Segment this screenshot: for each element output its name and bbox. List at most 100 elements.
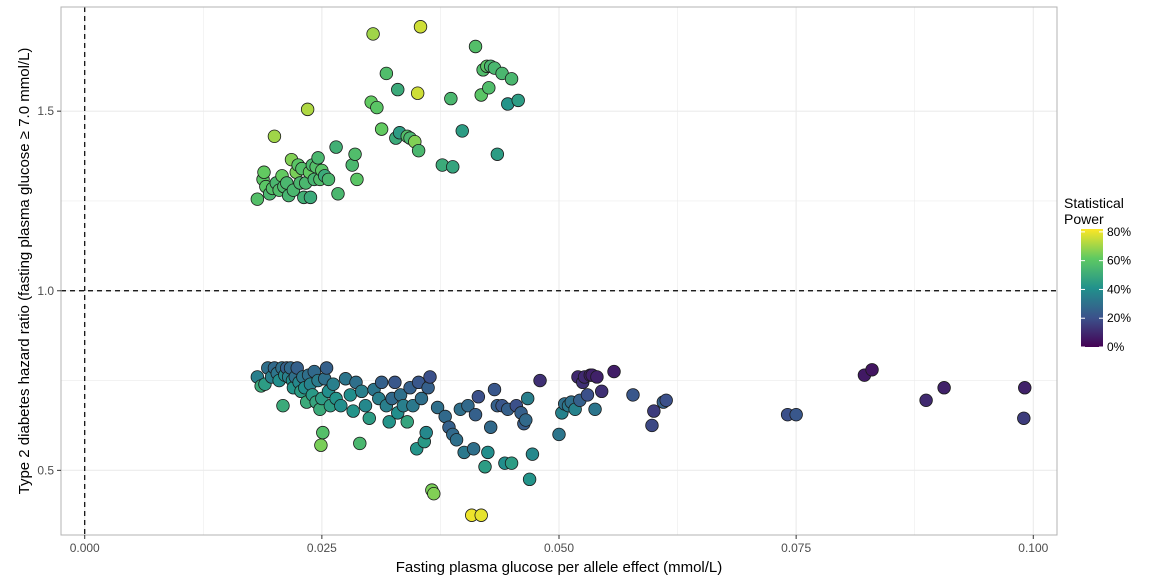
data-point-109 bbox=[346, 404, 360, 418]
data-point-66 bbox=[511, 93, 525, 108]
data-point-195 bbox=[1017, 411, 1031, 425]
data-point-53 bbox=[446, 160, 460, 174]
data-point-117 bbox=[374, 375, 389, 390]
data-point-188 bbox=[659, 393, 673, 408]
data-point-163 bbox=[520, 391, 535, 406]
legend-title-line-2: Power bbox=[1064, 211, 1104, 227]
y-tick-label: 1.5 bbox=[37, 104, 54, 118]
data-point-148 bbox=[471, 390, 486, 404]
data-point-27 bbox=[311, 151, 325, 165]
data-point-136 bbox=[427, 486, 441, 501]
data-point-153 bbox=[487, 382, 502, 397]
data-point-2 bbox=[257, 165, 271, 179]
data-point-55 bbox=[468, 39, 483, 54]
data-point-32 bbox=[329, 140, 343, 154]
data-point-165 bbox=[525, 447, 540, 461]
data-point-130 bbox=[414, 391, 429, 406]
data-point-125 bbox=[400, 415, 414, 429]
data-point-65 bbox=[504, 72, 519, 86]
data-point-0 bbox=[250, 192, 265, 206]
data-point-62 bbox=[490, 147, 505, 161]
reference-lines bbox=[61, 7, 1057, 535]
data-point-167 bbox=[552, 427, 566, 442]
data-point-111 bbox=[353, 436, 367, 451]
grid-lines bbox=[61, 7, 1057, 535]
data-point-181 bbox=[590, 370, 604, 384]
data-point-35 bbox=[348, 147, 362, 161]
data-point-166 bbox=[533, 373, 547, 388]
legend-title-line-1: Statistical bbox=[1064, 195, 1124, 211]
x-tick-label: 0.000 bbox=[70, 541, 100, 555]
data-point-114 bbox=[362, 411, 376, 425]
color-legend: Statistical Power 0% 20% 40% 60% 80% bbox=[1064, 195, 1131, 354]
data-point-39 bbox=[370, 100, 384, 115]
legend-tick-label: 0% bbox=[1107, 340, 1125, 354]
legend-tick-label: 60% bbox=[1107, 254, 1131, 268]
data-point-43 bbox=[391, 82, 405, 97]
data-point-151 bbox=[481, 445, 495, 460]
data-point-50 bbox=[413, 20, 428, 34]
data-point-144 bbox=[461, 398, 475, 413]
data-point-152 bbox=[484, 420, 498, 434]
data-point-190 bbox=[789, 407, 803, 422]
legend-tick-label: 20% bbox=[1107, 311, 1131, 325]
data-point-6 bbox=[267, 129, 282, 144]
data-point-54 bbox=[455, 124, 469, 138]
data-point-185 bbox=[645, 418, 659, 433]
data-point-194 bbox=[937, 381, 951, 395]
data-point-158 bbox=[504, 456, 519, 470]
data-point-146 bbox=[466, 442, 481, 456]
data-point-108 bbox=[343, 388, 358, 402]
data-point-49 bbox=[411, 143, 426, 158]
data-point-164 bbox=[522, 472, 537, 487]
data-points bbox=[250, 20, 1032, 522]
data-point-99 bbox=[316, 425, 330, 440]
data-point-33 bbox=[331, 187, 345, 201]
data-point-182 bbox=[594, 384, 609, 399]
data-point-97 bbox=[314, 438, 328, 452]
data-point-134 bbox=[423, 370, 437, 384]
data-point-186 bbox=[647, 404, 661, 418]
data-point-132 bbox=[419, 425, 433, 440]
legend-tick-label: 80% bbox=[1107, 225, 1131, 239]
data-point-141 bbox=[449, 433, 464, 447]
legend-tick-label: 40% bbox=[1107, 282, 1131, 296]
data-point-192 bbox=[865, 363, 879, 377]
x-tick-label: 0.100 bbox=[1018, 541, 1048, 555]
x-tick-label: 0.075 bbox=[781, 541, 811, 555]
y-tick-label: 1.0 bbox=[37, 284, 54, 298]
data-point-52 bbox=[444, 91, 458, 106]
data-point-36 bbox=[350, 172, 364, 187]
x-tick-label: 0.050 bbox=[544, 541, 574, 555]
data-point-76 bbox=[276, 398, 290, 413]
y-axis-ticks: 0.5 1.0 1.5 bbox=[37, 104, 61, 477]
data-point-177 bbox=[580, 388, 595, 402]
data-point-40 bbox=[374, 122, 389, 136]
data-point-112 bbox=[354, 384, 369, 399]
data-point-101 bbox=[319, 361, 334, 375]
data-point-23 bbox=[303, 190, 318, 205]
data-point-38 bbox=[366, 27, 380, 41]
x-axis-title: Fasting plasma glucose per allele effect… bbox=[396, 559, 723, 576]
data-point-150 bbox=[478, 460, 492, 474]
data-point-31 bbox=[321, 172, 336, 187]
data-point-149 bbox=[474, 508, 488, 522]
data-point-183 bbox=[607, 364, 621, 379]
data-point-59 bbox=[482, 81, 496, 95]
x-axis-ticks: 0.000 0.025 0.050 0.075 0.100 bbox=[70, 535, 1049, 555]
data-point-127 bbox=[406, 398, 420, 413]
y-axis-title: Type 2 diabetes hazard ratio (fasting pl… bbox=[16, 48, 33, 495]
data-point-196 bbox=[1018, 381, 1032, 395]
data-point-119 bbox=[382, 415, 396, 429]
data-point-162 bbox=[519, 413, 533, 427]
data-point-41 bbox=[379, 66, 394, 81]
data-point-180 bbox=[588, 402, 602, 416]
y-tick-label: 0.5 bbox=[37, 463, 54, 477]
legend-colorbar bbox=[1081, 229, 1103, 347]
data-point-147 bbox=[468, 407, 483, 422]
x-tick-label: 0.025 bbox=[307, 541, 337, 555]
data-point-184 bbox=[626, 388, 640, 402]
data-point-48 bbox=[410, 86, 425, 100]
data-point-21 bbox=[300, 102, 315, 117]
